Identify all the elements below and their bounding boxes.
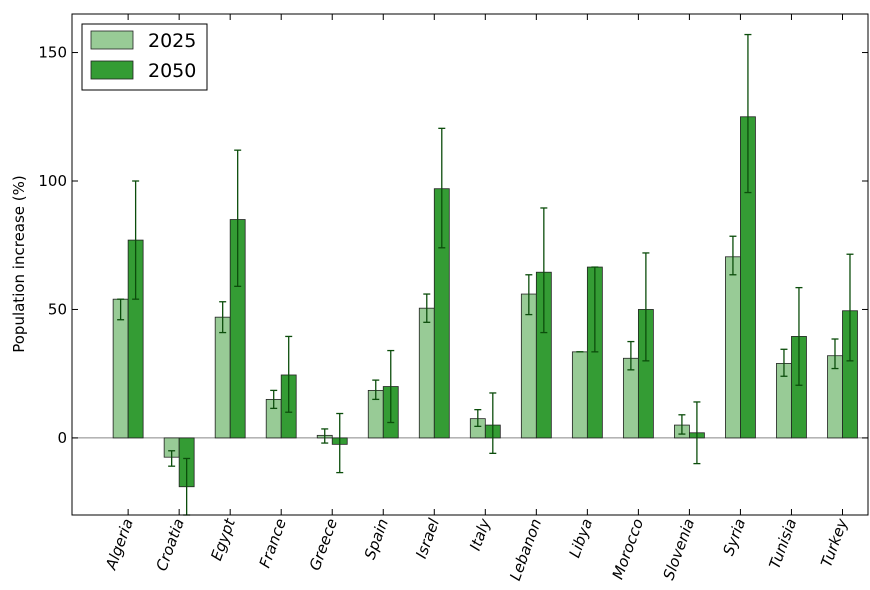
bar-2025-libya xyxy=(571,351,588,439)
x-tick-label-israel: Israel xyxy=(412,515,443,560)
bar-2025-egypt xyxy=(214,316,231,439)
y-tick-label: 0 xyxy=(57,429,67,447)
error-bar-2025-tunisia xyxy=(780,348,788,377)
error-bar-2050-algeria xyxy=(132,180,140,300)
legend: 2025 2050 xyxy=(81,23,208,91)
error-bar-2025-turkey xyxy=(831,338,839,370)
error-bar-2050-israel xyxy=(438,127,446,249)
x-tick-label-tunisia: Tunisia xyxy=(766,516,801,571)
error-bar-2050-lebanon xyxy=(540,207,548,334)
error-bar-2025-morocco xyxy=(627,340,635,371)
x-tick-label-syria: Syria xyxy=(719,516,749,558)
error-bar-2050-spain xyxy=(387,349,395,424)
error-bar-2050-libya xyxy=(591,266,599,353)
x-tick-label-greece: Greece xyxy=(306,516,341,573)
error-bar-2025-syria xyxy=(729,235,737,276)
x-tick-label-libya: Libya xyxy=(565,516,596,560)
error-bar-2025-slovenia xyxy=(678,414,686,435)
legend-label-2025: 2025 xyxy=(148,30,196,52)
error-bar-2050-france xyxy=(285,335,293,413)
x-tick-label-italy: Italy xyxy=(466,515,494,553)
bar-2025-syria xyxy=(725,256,741,439)
error-bar-2050-tunisia xyxy=(795,286,803,386)
y-tick-label: 50 xyxy=(48,300,67,318)
error-bar-2025-spain xyxy=(372,379,380,401)
plot-area xyxy=(72,33,868,516)
plot-frame xyxy=(71,13,869,516)
error-bar-2025-france xyxy=(270,389,278,410)
legend-swatch-2025 xyxy=(90,30,134,50)
error-bar-2050-egypt xyxy=(234,149,242,287)
error-bar-2025-greece xyxy=(321,428,329,444)
y-axis: 0 50 100 150 xyxy=(38,44,868,447)
error-bar-2050-syria xyxy=(744,33,752,194)
legend-label-2050: 2050 xyxy=(148,60,196,82)
x-tick-label-lebanon: Lebanon xyxy=(506,516,545,583)
x-tick-label-algeria: Algeria xyxy=(102,516,137,573)
error-bar-2025-algeria xyxy=(117,298,125,321)
x-tick-label-morocco: Morocco xyxy=(609,516,648,581)
y-axis-label: Population increase (%) xyxy=(10,175,28,353)
error-bar-2025-israel xyxy=(423,293,431,323)
bar-2025-lebanon xyxy=(520,293,537,439)
y-tick-label: 100 xyxy=(38,172,67,190)
error-bar-2025-croatia xyxy=(168,450,176,467)
error-bar-2025-egypt xyxy=(219,301,227,334)
x-tick-label-egypt: Egypt xyxy=(207,515,239,563)
error-bar-2050-greece xyxy=(336,412,344,474)
x-tick-label-france: France xyxy=(256,516,290,570)
error-bar-2050-morocco xyxy=(642,252,650,362)
error-bar-2050-turkey xyxy=(846,253,854,362)
x-tick-label-turkey: Turkey xyxy=(817,515,851,569)
bar-2025-israel xyxy=(418,307,435,439)
legend-swatch-2050 xyxy=(90,60,134,80)
x-tick-label-spain: Spain xyxy=(361,516,392,562)
x-tick-label-croatia: Croatia xyxy=(152,516,187,573)
error-bar-2025-italy xyxy=(474,409,482,428)
error-bar-2050-slovenia xyxy=(693,401,701,465)
error-bar-2025-lebanon xyxy=(525,274,533,316)
x-tick-label-slovenia: Slovenia xyxy=(659,516,698,582)
y-tick-label: 150 xyxy=(38,44,67,62)
error-bar-2050-italy xyxy=(489,392,497,454)
